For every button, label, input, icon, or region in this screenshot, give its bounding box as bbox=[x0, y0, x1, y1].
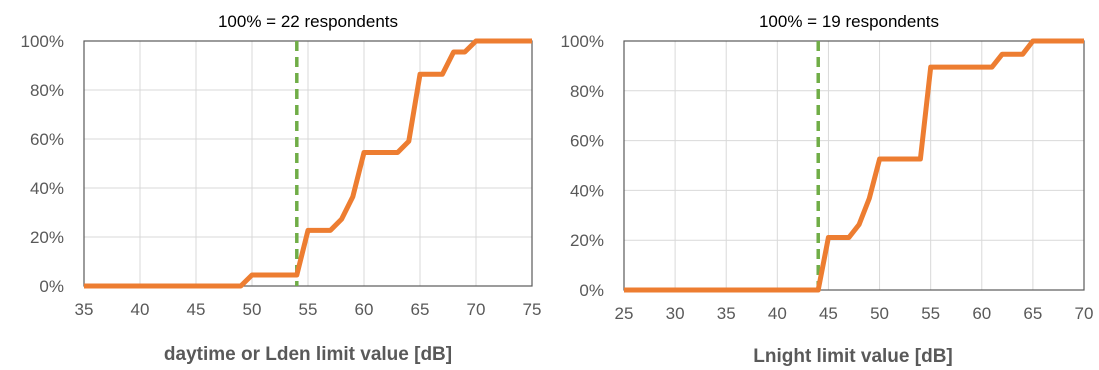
plot-border bbox=[83, 40, 533, 287]
x-tick-label: 55 bbox=[299, 300, 318, 319]
x-tick-label: 35 bbox=[717, 304, 736, 323]
x-tick-label: 60 bbox=[972, 304, 991, 323]
y-tick-label: 20% bbox=[30, 228, 64, 247]
x-tick-label: 75 bbox=[523, 300, 542, 319]
y-tick-label: 20% bbox=[570, 231, 604, 250]
y-tick-label: 40% bbox=[30, 179, 64, 198]
x-tick-label: 30 bbox=[666, 304, 685, 323]
series-line bbox=[84, 38, 532, 289]
y-tick-label: 0% bbox=[579, 281, 604, 300]
series-line bbox=[624, 38, 1084, 293]
x-tick-label: 25 bbox=[615, 304, 634, 323]
x-tick-label: 70 bbox=[1075, 304, 1094, 323]
x-tick-label: 35 bbox=[75, 300, 94, 319]
chart-title: 100% = 22 respondents bbox=[218, 12, 398, 31]
x-tick-label: 45 bbox=[187, 300, 206, 319]
y-tick-label: 0% bbox=[39, 277, 64, 296]
y-tick-label: 100% bbox=[561, 32, 604, 51]
y-tick-label: 40% bbox=[570, 181, 604, 200]
y-tick-label: 60% bbox=[570, 132, 604, 151]
x-axis-label: Lnight limit value [dB] bbox=[753, 346, 953, 367]
gridlines bbox=[623, 40, 1085, 291]
x-tick-label: 65 bbox=[411, 300, 430, 319]
x-tick-label: 50 bbox=[243, 300, 262, 319]
x-tick-label: 65 bbox=[1023, 304, 1042, 323]
x-tick-label: 55 bbox=[921, 304, 940, 323]
y-tick-label: 80% bbox=[570, 82, 604, 101]
y-tick-label: 80% bbox=[30, 81, 64, 100]
y-tick-label: 100% bbox=[21, 32, 64, 51]
chart-title: 100% = 19 respondents bbox=[759, 12, 939, 31]
x-tick-label: 40 bbox=[768, 304, 787, 323]
x-axis-label: daytime or Lden limit value [dB] bbox=[164, 344, 452, 365]
x-tick-label: 40 bbox=[131, 300, 150, 319]
x-tick-label: 70 bbox=[467, 300, 486, 319]
chart-daytime-lden: 100% = 22 respondents daytime or Lden li… bbox=[21, 12, 542, 365]
y-tick-label: 60% bbox=[30, 130, 64, 149]
x-tick-label: 45 bbox=[819, 304, 838, 323]
plot-border bbox=[623, 40, 1085, 291]
gridlines bbox=[83, 40, 533, 287]
x-tick-label: 50 bbox=[870, 304, 889, 323]
x-tick-label: 60 bbox=[355, 300, 374, 319]
chart-lnight: 100% = 19 respondents Lnight limit value… bbox=[561, 12, 1094, 367]
